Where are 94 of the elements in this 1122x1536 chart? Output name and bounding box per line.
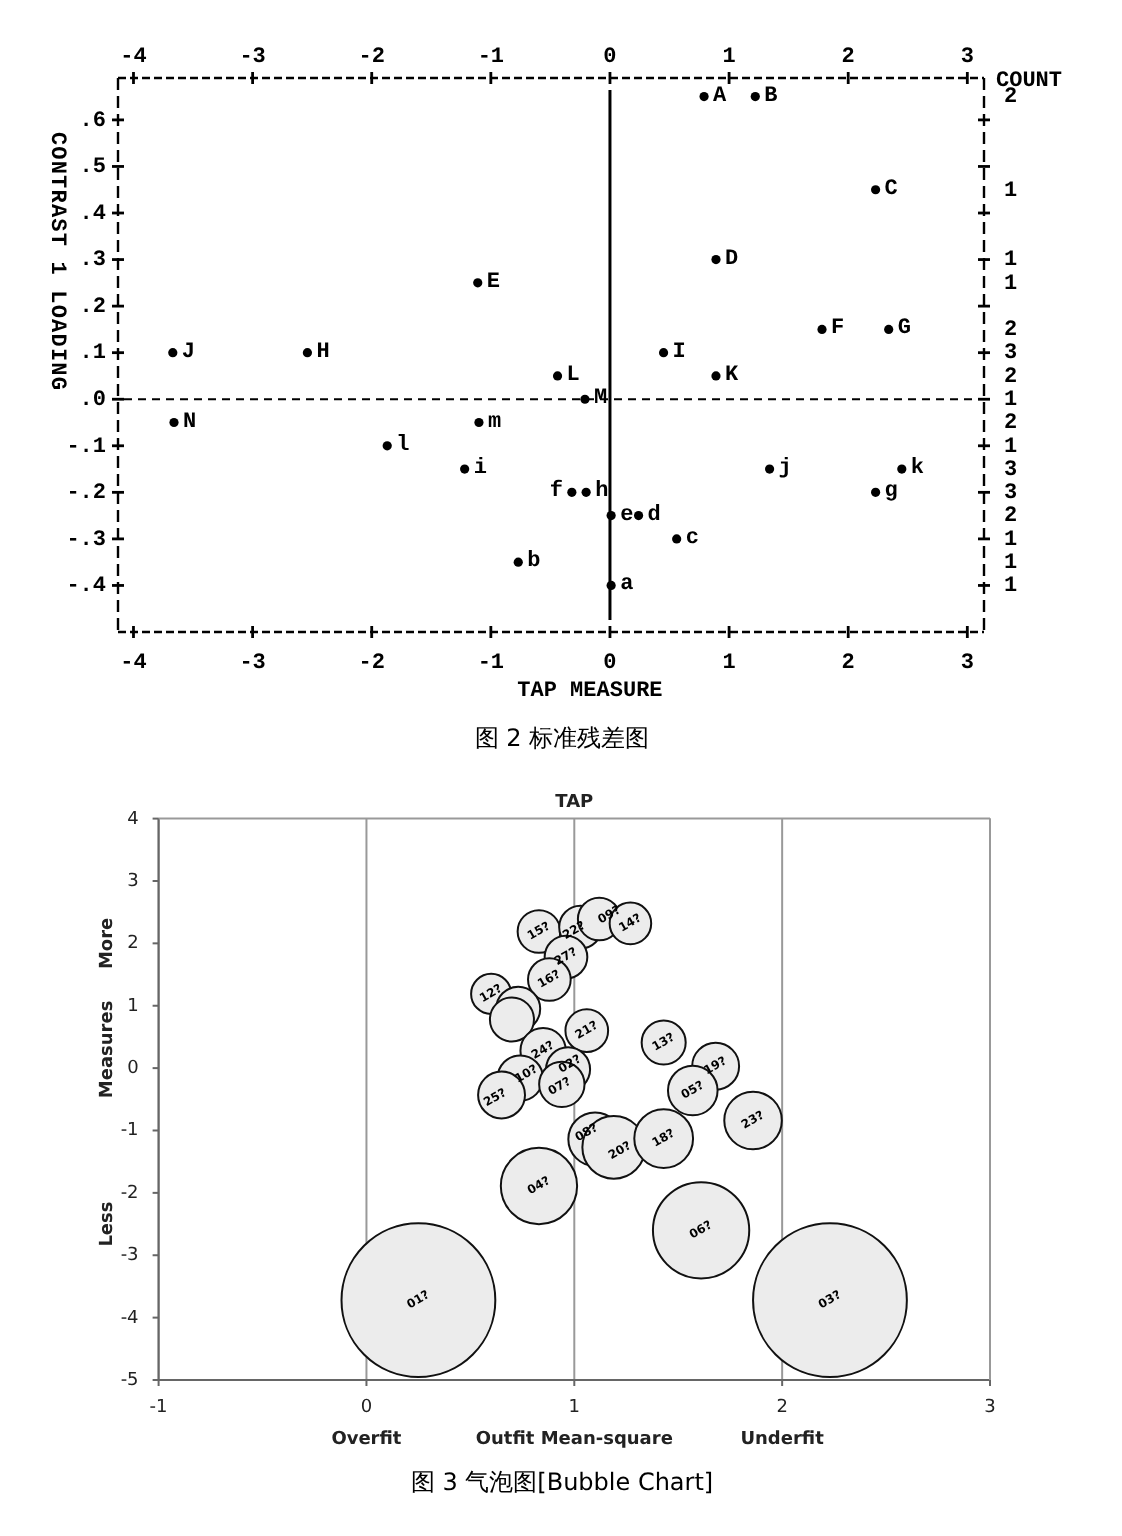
data-label: F	[831, 317, 845, 342]
y-tick-label: 4	[127, 809, 140, 830]
x-tick-label: 0	[603, 46, 617, 70]
data-label: J	[181, 340, 196, 365]
y-tick-label: -.3	[66, 528, 107, 553]
data-label: G	[897, 317, 912, 342]
data-label: j	[778, 457, 792, 482]
y-tick-label: .2	[79, 295, 106, 320]
data-label: a	[620, 573, 635, 598]
x2-tick-label: -2	[358, 652, 385, 676]
data-label: L	[566, 363, 581, 388]
y-tick-label: -4	[120, 1308, 140, 1329]
text: 2	[1004, 86, 1018, 111]
x2-tick-label: -1	[477, 652, 505, 676]
text: 1	[1004, 389, 1018, 414]
y-tick-label: 2	[127, 934, 139, 955]
x2-tick-label: 1	[722, 652, 737, 676]
x-tick-label: -1	[477, 46, 505, 70]
data-label: m	[487, 410, 502, 435]
y-axis-title: CONTRAST 1 LOADING	[44, 131, 68, 392]
text: 2	[1004, 412, 1018, 437]
text: 1	[1004, 528, 1018, 553]
y-tick-label: -1	[120, 1121, 139, 1142]
text: 1	[1004, 435, 1018, 460]
y-tick-label: 3	[127, 871, 139, 892]
data-label: C	[884, 177, 899, 202]
x-tick-label: 1	[568, 1398, 581, 1418]
x-tick-label: -3	[239, 46, 267, 70]
y-tick-label: -.1	[66, 435, 107, 460]
x-axis-title: TAP MEASURE	[517, 680, 664, 704]
data-label: f	[549, 478, 564, 505]
data-label: e	[620, 503, 635, 528]
text: 2	[1004, 319, 1018, 344]
x2-tick-label: -3	[239, 652, 267, 676]
chart-title: TAP	[555, 792, 595, 813]
x-axis-title: Outfit Mean-square	[475, 1430, 673, 1450]
y-tick-label: -3	[120, 1246, 139, 1267]
text: 1	[1004, 575, 1018, 600]
data-label: H	[316, 340, 330, 365]
data-label: l	[396, 433, 411, 458]
data-label: M	[593, 387, 608, 412]
text: 1	[1004, 272, 1018, 297]
y-tick-label: .4	[79, 202, 107, 227]
data-label: g	[884, 480, 898, 505]
data-label: b	[527, 550, 542, 575]
text: 1	[1004, 551, 1018, 576]
text: Underfit	[740, 1430, 826, 1450]
y-tick-label: .5	[79, 156, 107, 181]
data-label: K	[724, 363, 739, 388]
y-tick-label: -2	[120, 1183, 139, 1204]
x-tick-label: 3	[984, 1398, 996, 1418]
text: 2	[1004, 505, 1018, 530]
y-tick-label: -5	[120, 1370, 139, 1391]
text: More	[98, 917, 118, 970]
x2-tick-label: 0	[603, 652, 617, 676]
text: 3	[1004, 458, 1018, 483]
x-tick-label: 2	[841, 46, 855, 70]
data-label: E	[486, 270, 501, 295]
text: 3	[1004, 482, 1018, 507]
data-label: B	[764, 84, 779, 109]
y-tick-label: -.4	[66, 575, 107, 600]
data-label: c	[685, 526, 699, 551]
x-tick-label: 2	[776, 1398, 788, 1418]
text: Overfit	[331, 1430, 403, 1450]
x-tick-label: -1	[149, 1398, 168, 1418]
y-tick-label: .6	[79, 109, 106, 134]
x2-tick-label: 2	[841, 652, 855, 676]
data-label: k	[910, 457, 925, 482]
data-label: h	[595, 480, 609, 505]
y-tick-label: .3	[79, 249, 107, 274]
x2-tick-label: 3	[960, 652, 975, 676]
data-label: A	[713, 84, 728, 109]
text: Less	[98, 1201, 118, 1247]
x-tick-label: 0	[360, 1398, 373, 1418]
caption: 图 3 气泡图[Bubble Chart]	[410, 1468, 714, 1496]
y-axis-title: Measures	[98, 1000, 118, 1099]
text: 1	[1004, 179, 1018, 204]
y-tick-label: 1	[127, 996, 139, 1017]
y-tick-label: .1	[79, 342, 107, 367]
text: 1	[1004, 249, 1018, 274]
data-label: i	[473, 457, 488, 482]
data-label: N	[182, 410, 197, 435]
data-label: I	[672, 340, 686, 365]
x-tick-label: 3	[960, 46, 975, 70]
text: 3	[1004, 342, 1018, 367]
y-tick-label: 0	[127, 1059, 140, 1080]
text: 2	[1004, 365, 1018, 390]
data-label: d	[647, 503, 661, 528]
x-tick-label: 1	[722, 46, 737, 70]
data-label: D	[724, 247, 739, 272]
caption: 图 2 标准残差图	[474, 724, 650, 752]
x-tick-label: -2	[358, 46, 385, 70]
y-tick-label: .0	[79, 389, 106, 414]
y-tick-label: -.2	[66, 482, 106, 507]
